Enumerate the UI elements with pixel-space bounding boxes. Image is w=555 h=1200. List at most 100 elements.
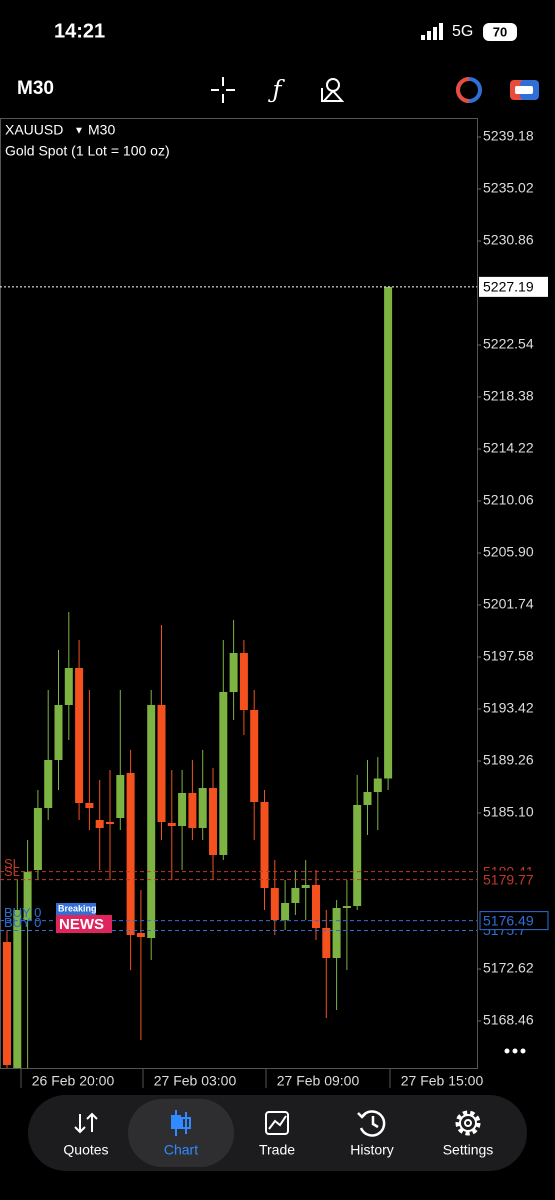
candle-body [188,793,197,828]
candle-body [270,888,279,920]
news-tag-bg [56,903,96,915]
chart-subtitle: Gold Spot (1 Lot = 100 oz) [5,143,170,159]
chart-icon[interactable] [171,1110,191,1136]
candle-body [209,788,217,855]
y-tick-label: 5214.22 [483,440,534,456]
candle-body [157,705,166,822]
candle-body [281,903,290,920]
x-tick-label: 27 Feb 09:00 [277,1073,360,1089]
timeframe-button[interactable]: M30 [17,78,54,99]
more-menu[interactable] [504,1048,526,1054]
objects-icon[interactable] [321,78,345,102]
chart: 5239.18 5235.02 5230.86 5222.54 5218.38 5214.… [0,118,549,1089]
candle-body [342,906,351,908]
one-click-icon[interactable] [456,77,482,103]
status-network: 5G [452,23,473,40]
candle-body [33,808,42,870]
nav-item[interactable]: History [350,1142,394,1158]
candle-body [13,910,22,1068]
candle-body [291,888,300,903]
candle-body [178,793,187,826]
candle-body [3,942,11,1065]
price-line-name: BUY 0 [4,905,41,920]
news-tag[interactable]: Breaking [58,903,97,913]
y-tick-label: 5218.38 [483,388,534,404]
candle-body [64,668,73,705]
price-label-bg [479,911,549,931]
candle-body [198,788,207,828]
candle-body [312,885,320,928]
y-tick-label: 5193.42 [483,700,534,716]
y-tick-label: 5201.74 [483,596,534,612]
candle-body [23,872,32,920]
battery-icon [483,23,517,41]
candle-body [229,653,238,692]
chart-timeframe: M30 [88,122,115,138]
x-tick-label: 27 Feb 03:00 [154,1073,237,1089]
nav-item[interactable]: Quotes [63,1142,108,1158]
news-title-bg [56,915,112,933]
current-price-label: 5227.19 [483,279,534,295]
candle-body [301,885,310,888]
y-tick-label: 5189.26 [483,752,534,768]
nav-item[interactable]: Trade [259,1142,295,1158]
candle-body [106,822,114,824]
price-line-name: SL [4,864,20,879]
x-tick-label: 27 Feb 15:00 [401,1073,484,1089]
y-tick-label: 5210.06 [483,492,534,508]
y-tick-label: 5172.62 [483,960,534,976]
candle-body [126,773,135,935]
y-tick-label: 5239.18 [483,128,534,144]
news-title[interactable]: NEWS [59,916,104,933]
price-label-bg [480,870,548,889]
price-line-name: BUY 0 [4,915,41,930]
candle-body [332,908,341,958]
x-tick-label: 26 Feb 20:00 [32,1073,115,1089]
candle-body [44,760,53,808]
y-tick-label: 5205.90 [483,544,534,560]
candle-body [239,653,248,710]
price-line-name: SL [4,856,20,871]
y-tick-label: 5185.10 [483,804,534,820]
y-tick-label: 5197.58 [483,648,534,664]
candle-body [54,705,63,760]
candle-body [136,933,145,937]
y-tick-label: 5230.86 [483,232,534,248]
trade-icon[interactable] [510,80,539,100]
candle-body [75,668,84,803]
battery-level: 70 [493,24,507,39]
signal-icon [421,23,443,40]
status-time: 14:21 [54,20,105,42]
candle-body [260,802,269,888]
price-label: 5179.77 [483,871,534,887]
candle-body [322,928,331,958]
y-tick-label: 5222.54 [483,336,534,352]
indicators-icon[interactable]: ƒ [268,76,286,104]
y-tick-label: 5235.02 [483,180,534,196]
candle-body [353,805,362,906]
nav-item[interactable]: Settings [443,1142,494,1158]
nav-item[interactable]: Chart [164,1142,198,1158]
candle-body [116,775,125,818]
candle-body [384,286,393,779]
candle-body [363,792,372,805]
candle-body [219,692,228,855]
settings-icon[interactable] [455,1110,481,1136]
candle-body [167,823,176,826]
candle-body [373,778,382,792]
candle-body [95,820,104,828]
crosshair-icon[interactable] [211,77,235,103]
symbol-dropdown[interactable]: ▼ [74,126,84,137]
candle-body [85,803,94,808]
chart-frame [0,118,478,1069]
candle-body [147,705,156,938]
history-icon[interactable] [357,1110,386,1137]
quotes-icon[interactable] [74,1112,98,1134]
candle-body [250,710,259,802]
trade-nav-icon[interactable] [265,1111,289,1135]
y-tick-label: 5168.46 [483,1012,534,1028]
price-label: 5176.49 [483,912,534,928]
nav-labels: Quotes Chart Trade History Settings [63,1142,493,1158]
